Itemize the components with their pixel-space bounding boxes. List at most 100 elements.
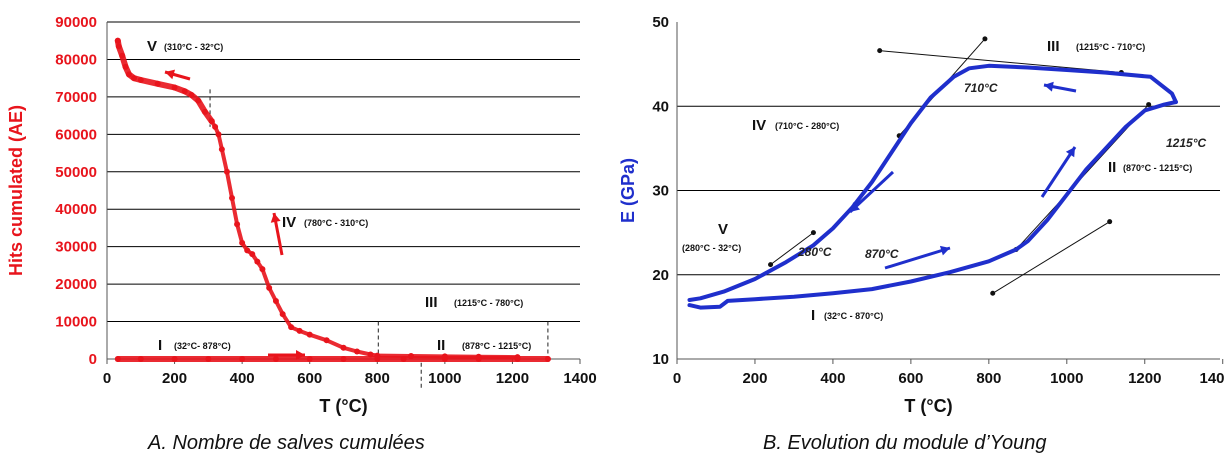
data-point-a: [208, 118, 215, 125]
data-point-a: [340, 344, 347, 351]
y-axis-label-a: Hits cumulated (AE): [6, 105, 26, 276]
y-tick-label-a: 30000: [55, 239, 97, 256]
data-point-a: [115, 43, 122, 50]
arrow-a-i-head: [296, 350, 305, 360]
segment-range-b: (1215°C - 710°C): [1076, 42, 1145, 52]
y-axis-label-b: E (GPa): [618, 158, 638, 223]
y-tick-label-b: 50: [652, 14, 669, 31]
data-point-a: [288, 324, 295, 331]
tangent-point-b: [982, 36, 988, 42]
segment-range-a: (780°C - 310°C): [304, 218, 368, 228]
segment-range-a: (878°C - 1215°C): [462, 341, 531, 351]
data-point-a: [266, 284, 273, 291]
data-point-a: [279, 311, 286, 318]
data-point-a: [544, 356, 551, 362]
x-tick-label-b: 0: [673, 370, 681, 387]
arrow-b-iii-head: [1044, 81, 1054, 92]
data-point-a: [223, 168, 230, 175]
temp-annotation-b: 710°C: [964, 81, 998, 95]
arrow-b-ii: [1040, 146, 1077, 198]
y-tick-label-a: 60000: [55, 126, 97, 143]
data-point-a: [239, 239, 246, 246]
data-point-a: [137, 356, 144, 362]
data-point-a: [354, 348, 361, 355]
x-tick-label-a: 1400: [563, 370, 596, 387]
data-point-a: [205, 356, 212, 362]
data-series-a: [114, 37, 215, 125]
y-tick-label-b: 30: [652, 183, 669, 200]
arrow-b-ii-head: [1065, 147, 1075, 158]
y-tick-label-a: 10000: [55, 314, 97, 331]
y-tick-label-a: 20000: [55, 276, 97, 293]
segment-label-a: II: [437, 337, 445, 354]
arrow-b-i-head: [939, 245, 950, 256]
data-point-a: [296, 327, 303, 334]
segment-label-a: IV: [282, 214, 296, 231]
data-point-a: [244, 247, 251, 254]
data-point-a: [119, 52, 126, 59]
data-point-a: [272, 356, 279, 362]
x-tick-label-b: 600: [898, 370, 923, 387]
segment-range-b: (280°C - 32°C): [682, 243, 741, 253]
caption-a: A. Nombre de salves cumulées: [148, 432, 425, 454]
data-point-a: [374, 352, 381, 359]
data-point-a: [218, 146, 225, 153]
tangent-point-b: [990, 290, 996, 296]
temp-annotation-b: 280°C: [797, 245, 832, 259]
data-point-a: [514, 354, 521, 361]
data-point-a: [259, 266, 266, 273]
x-axis-label-a: T (°C): [319, 396, 367, 416]
data-point-a: [249, 251, 256, 258]
data-point-a: [122, 63, 129, 70]
segment-label-a: III: [425, 294, 438, 311]
data-point-a: [215, 131, 222, 138]
data-point-a: [195, 97, 202, 104]
tangent-point-b: [810, 230, 816, 236]
x-tick-label-a: 200: [162, 370, 187, 387]
data-series-b: [687, 63, 1178, 302]
x-tick-label-a: 400: [230, 370, 255, 387]
data-point-a: [367, 351, 374, 358]
y-tick-label-a: 80000: [55, 51, 97, 68]
data-point-a: [154, 80, 161, 87]
x-tick-label-b: 140: [1199, 370, 1224, 387]
x-tick-label-a: 0: [103, 370, 111, 387]
x-axis-label-b: T (°C): [904, 396, 952, 416]
data-point-a: [201, 108, 208, 115]
data-point-a: [239, 356, 246, 362]
x-tick-label-a: 600: [297, 370, 322, 387]
data-point-a: [234, 221, 241, 228]
segment-label-a: V: [147, 38, 157, 55]
temp-annotation-b: 870°C: [865, 247, 899, 261]
data-point-a: [306, 356, 313, 362]
x-tick-label-a: 1000: [428, 370, 461, 387]
data-point-a: [475, 353, 482, 360]
data-point-a: [188, 92, 195, 99]
segment-range-a: (310°C - 32°C): [164, 42, 223, 52]
arrow-b-i: [884, 246, 951, 270]
data-point-a: [212, 123, 219, 130]
data-point-a: [114, 37, 121, 44]
caption-b: B. Evolution du module d’Young: [763, 432, 1047, 454]
temp-annotation-b: 1215°C: [1166, 136, 1206, 150]
y-tick-label-a: 0: [89, 351, 97, 368]
y-tick-label-b: 10: [652, 351, 669, 368]
data-point-a: [229, 194, 236, 201]
data-point-a: [171, 84, 178, 91]
y-tick-label-a: 50000: [55, 164, 97, 181]
x-tick-label-a: 800: [365, 370, 390, 387]
segment-label-a: I: [158, 337, 162, 354]
data-point-a: [441, 353, 448, 360]
tangent-line-b: [992, 221, 1110, 294]
data-point-a: [181, 88, 188, 95]
data-point-a: [272, 297, 279, 304]
tangent-point-b: [768, 262, 774, 268]
x-tick-label-b: 1200: [1128, 370, 1161, 387]
data-point-a: [171, 356, 178, 362]
segment-label-b: I: [811, 307, 815, 324]
y-tick-label-a: 40000: [55, 201, 97, 218]
tangent-point-b: [877, 48, 883, 54]
y-tick-label-b: 40: [652, 98, 669, 115]
data-point-a: [340, 356, 347, 362]
